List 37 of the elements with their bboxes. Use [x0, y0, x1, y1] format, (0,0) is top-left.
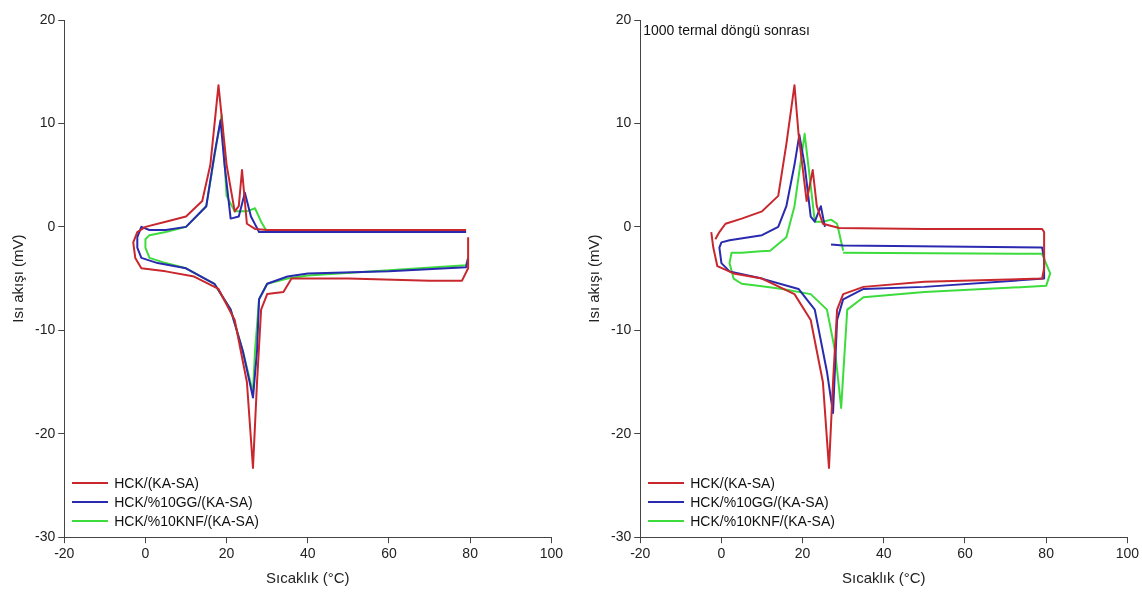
x-tick-label: 20 — [218, 545, 235, 562]
x-tick-label: 100 — [539, 545, 564, 562]
x-axis-title: Sıcaklık (°C) — [842, 569, 926, 587]
legend-label: HCK/%10KNF/(KA-SA) — [114, 513, 259, 530]
x-tick-label: 0 — [717, 545, 726, 562]
y-tick-label: 0 — [47, 217, 56, 234]
y-tick-label: 10 — [615, 114, 632, 131]
y-tick-label: 20 — [615, 10, 632, 27]
y-tick-label: -30 — [611, 528, 632, 545]
legend-label: HCK/(KA-SA) — [114, 475, 200, 492]
x-axis-title: Sıcaklık (°C) — [266, 569, 350, 587]
y-tick-label: -20 — [611, 424, 632, 441]
y-tick-label: 0 — [623, 217, 632, 234]
legend-label: HCK/%10GG/(KA-SA) — [690, 494, 829, 511]
x-tick-label: 0 — [141, 545, 150, 562]
y-tick-label: -20 — [35, 424, 56, 441]
y-tick-label: 10 — [39, 114, 56, 131]
y-tick-label: -30 — [35, 528, 56, 545]
x-tick-label: 20 — [794, 545, 811, 562]
x-tick-label: 80 — [1038, 545, 1055, 562]
legend-label: HCK/%10KNF/(KA-SA) — [690, 513, 835, 530]
legend-label: HCK/(KA-SA) — [690, 475, 776, 492]
legend-label: HCK/%10GG/(KA-SA) — [114, 494, 253, 511]
y-tick-label: 20 — [39, 10, 56, 27]
x-tick-label: -20 — [630, 545, 651, 562]
y-tick-label: -10 — [611, 321, 632, 338]
y-axis-title: Isı akışı (mV) — [9, 234, 27, 323]
annotation: 1000 termal döngü sonrası — [643, 21, 810, 38]
x-tick-label: 40 — [299, 545, 316, 562]
x-tick-label: 100 — [1115, 545, 1140, 562]
x-tick-label: 60 — [381, 545, 397, 562]
x-tick-label: 40 — [875, 545, 892, 562]
y-tick-label: -10 — [35, 321, 56, 338]
x-tick-label: 80 — [462, 545, 479, 562]
y-axis-title: Isı akışı (mV) — [585, 234, 603, 323]
x-tick-label: -20 — [54, 545, 75, 562]
x-tick-label: 60 — [957, 545, 973, 562]
